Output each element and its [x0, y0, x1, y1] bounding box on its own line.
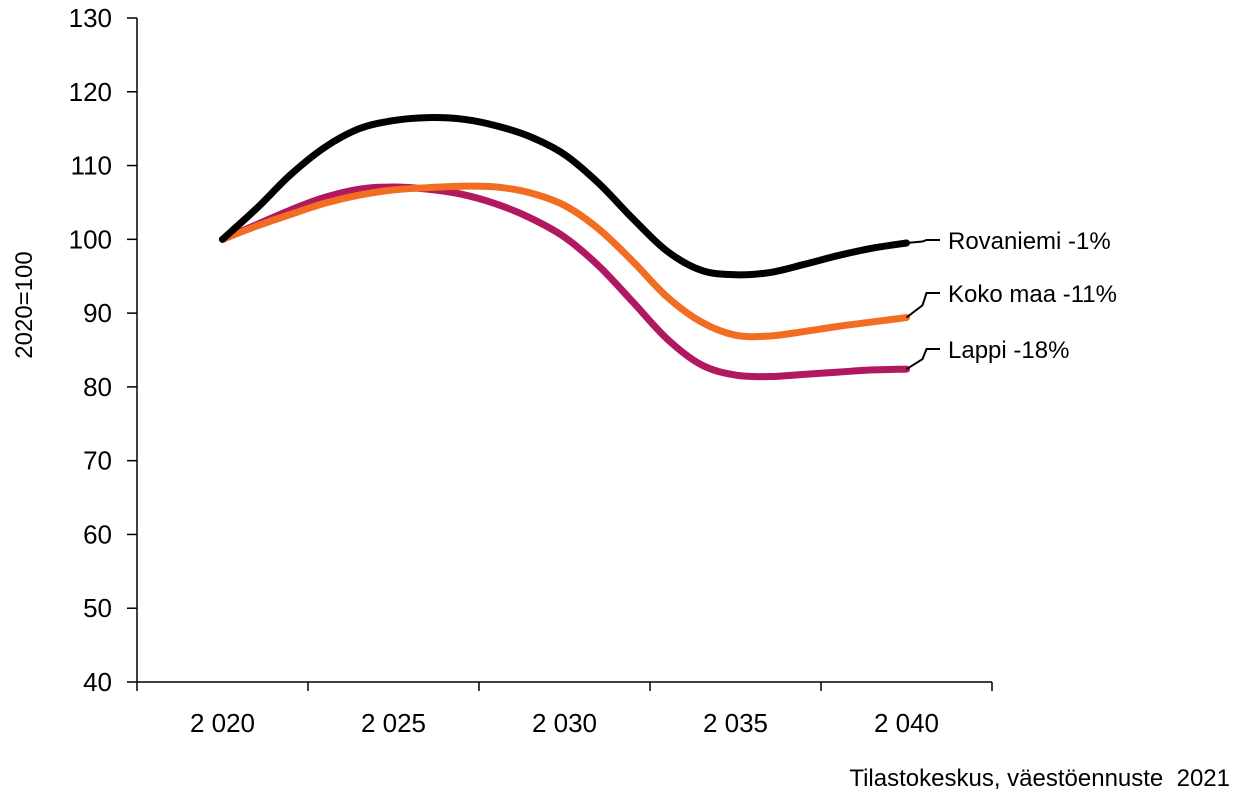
series-leader-line	[905, 348, 940, 371]
y-tick-label: 40	[83, 667, 112, 697]
y-tick-label: 130	[69, 3, 112, 33]
series-lines	[219, 114, 910, 381]
y-tick-label: 70	[83, 446, 112, 476]
x-tick-label: 2 025	[361, 708, 426, 738]
y-tick-label: 50	[83, 593, 112, 623]
y-tick-label: 80	[83, 372, 112, 402]
x-tick-label: 2 035	[703, 708, 768, 738]
series-label: Lappi -18%	[948, 337, 1069, 364]
y-tick-label: 110	[71, 151, 112, 181]
x-axis: 2 020 2 025 2 030 2 035 2 040	[136, 681, 993, 738]
y-axis-title: 2020=100	[11, 251, 38, 358]
series-line-2	[219, 183, 910, 381]
series-label: Koko maa -11%	[948, 281, 1117, 308]
series-label: Rovaniemi -1%	[948, 228, 1111, 255]
series-leader-line	[905, 292, 940, 319]
x-tick-label: 2 020	[190, 708, 255, 738]
x-tick-label: 2 040	[874, 708, 939, 738]
y-tick-label: 60	[83, 519, 112, 549]
y-tick-label: 120	[69, 77, 112, 107]
x-tick-label: 2 030	[532, 708, 597, 738]
source-note: Tilastokeskus, väestöennuste 2021	[849, 765, 1230, 792]
series-line-0	[219, 114, 910, 279]
y-tick-label: 100	[69, 224, 112, 254]
y-tick-label: 90	[83, 298, 112, 328]
series-leader-line	[906, 239, 940, 244]
series-labels: Rovaniemi -1% Koko maa -11% Lappi -18%	[905, 228, 1117, 371]
series-line-1	[219, 182, 910, 341]
y-axis: 40 50 60 70 80 90 100 110 120 130	[69, 3, 138, 697]
